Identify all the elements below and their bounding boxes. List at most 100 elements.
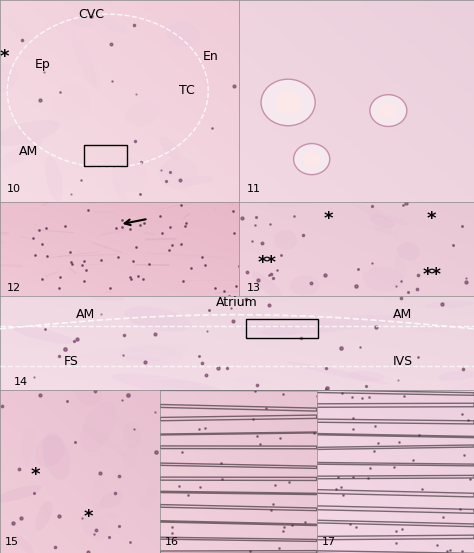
Ellipse shape	[0, 139, 43, 170]
Text: AM: AM	[393, 308, 412, 321]
Text: 16: 16	[165, 537, 179, 547]
Ellipse shape	[11, 325, 74, 344]
Ellipse shape	[131, 316, 179, 326]
Ellipse shape	[373, 227, 399, 235]
Ellipse shape	[0, 120, 60, 146]
Text: CVC: CVC	[78, 8, 104, 20]
Text: 17: 17	[321, 537, 336, 547]
Ellipse shape	[182, 176, 214, 185]
Text: 15: 15	[5, 537, 19, 547]
Text: AM: AM	[76, 308, 95, 321]
Ellipse shape	[21, 427, 35, 463]
Ellipse shape	[261, 315, 400, 335]
Ellipse shape	[97, 17, 127, 33]
Circle shape	[293, 144, 330, 175]
FancyArrow shape	[160, 463, 317, 468]
Ellipse shape	[123, 444, 137, 469]
Ellipse shape	[125, 101, 161, 127]
Ellipse shape	[93, 472, 105, 512]
FancyArrow shape	[160, 415, 317, 421]
Ellipse shape	[68, 17, 93, 27]
Circle shape	[274, 91, 301, 114]
Ellipse shape	[111, 373, 232, 399]
Text: 13: 13	[246, 283, 260, 293]
FancyArrow shape	[160, 446, 317, 449]
Ellipse shape	[75, 379, 101, 406]
Ellipse shape	[179, 305, 267, 325]
FancyArrow shape	[317, 403, 474, 408]
Text: TC: TC	[179, 84, 195, 97]
Ellipse shape	[3, 15, 34, 44]
Ellipse shape	[355, 205, 410, 226]
Circle shape	[261, 79, 315, 126]
Text: 10: 10	[7, 184, 21, 194]
Ellipse shape	[152, 379, 215, 389]
Ellipse shape	[406, 323, 468, 333]
FancyArrow shape	[160, 504, 317, 510]
Ellipse shape	[91, 57, 100, 89]
FancyArrow shape	[317, 462, 474, 466]
Ellipse shape	[122, 356, 161, 362]
FancyArrow shape	[317, 489, 474, 497]
FancyArrow shape	[160, 551, 317, 553]
Circle shape	[379, 103, 398, 118]
Ellipse shape	[0, 485, 42, 502]
FancyArrow shape	[317, 445, 474, 450]
Text: 12: 12	[7, 283, 21, 293]
Ellipse shape	[267, 197, 309, 207]
Ellipse shape	[397, 242, 420, 261]
FancyArrow shape	[317, 419, 474, 424]
Text: *: *	[0, 48, 9, 65]
Ellipse shape	[14, 535, 33, 553]
Ellipse shape	[35, 501, 53, 530]
FancyArrow shape	[317, 551, 474, 553]
Ellipse shape	[45, 156, 63, 201]
Ellipse shape	[252, 272, 282, 299]
Ellipse shape	[291, 275, 319, 295]
Text: AM: AM	[19, 145, 38, 158]
FancyArrow shape	[160, 521, 317, 525]
Ellipse shape	[369, 214, 394, 228]
Text: *: *	[427, 210, 437, 228]
Bar	[84, 145, 127, 165]
Ellipse shape	[82, 425, 127, 457]
Ellipse shape	[123, 422, 141, 448]
Ellipse shape	[42, 432, 70, 479]
FancyArrow shape	[317, 506, 474, 513]
Text: Atrium: Atrium	[216, 296, 258, 309]
Ellipse shape	[139, 486, 157, 509]
Ellipse shape	[104, 512, 119, 518]
Ellipse shape	[274, 230, 297, 250]
Ellipse shape	[287, 362, 390, 384]
FancyArrow shape	[317, 434, 474, 437]
FancyArrow shape	[317, 390, 474, 395]
Ellipse shape	[160, 137, 180, 159]
Ellipse shape	[348, 371, 385, 382]
FancyArrow shape	[160, 404, 317, 411]
Ellipse shape	[100, 491, 123, 509]
Ellipse shape	[447, 380, 474, 395]
Ellipse shape	[426, 300, 474, 309]
Ellipse shape	[35, 436, 64, 467]
Text: **: **	[422, 266, 441, 284]
Ellipse shape	[235, 377, 272, 384]
FancyArrow shape	[160, 432, 317, 435]
FancyArrow shape	[160, 491, 317, 494]
Ellipse shape	[80, 513, 109, 540]
Text: *: *	[324, 210, 333, 228]
Text: **: **	[258, 254, 277, 272]
Ellipse shape	[159, 157, 199, 190]
Text: IVS: IVS	[393, 355, 413, 368]
Ellipse shape	[0, 64, 18, 93]
Ellipse shape	[112, 158, 147, 192]
Ellipse shape	[120, 346, 183, 366]
Ellipse shape	[73, 343, 189, 366]
Ellipse shape	[53, 84, 90, 121]
Ellipse shape	[71, 31, 97, 88]
Text: En: En	[203, 50, 219, 63]
Ellipse shape	[363, 267, 404, 291]
Ellipse shape	[112, 181, 131, 207]
Ellipse shape	[90, 295, 125, 301]
Ellipse shape	[81, 401, 116, 452]
Bar	[246, 320, 318, 338]
